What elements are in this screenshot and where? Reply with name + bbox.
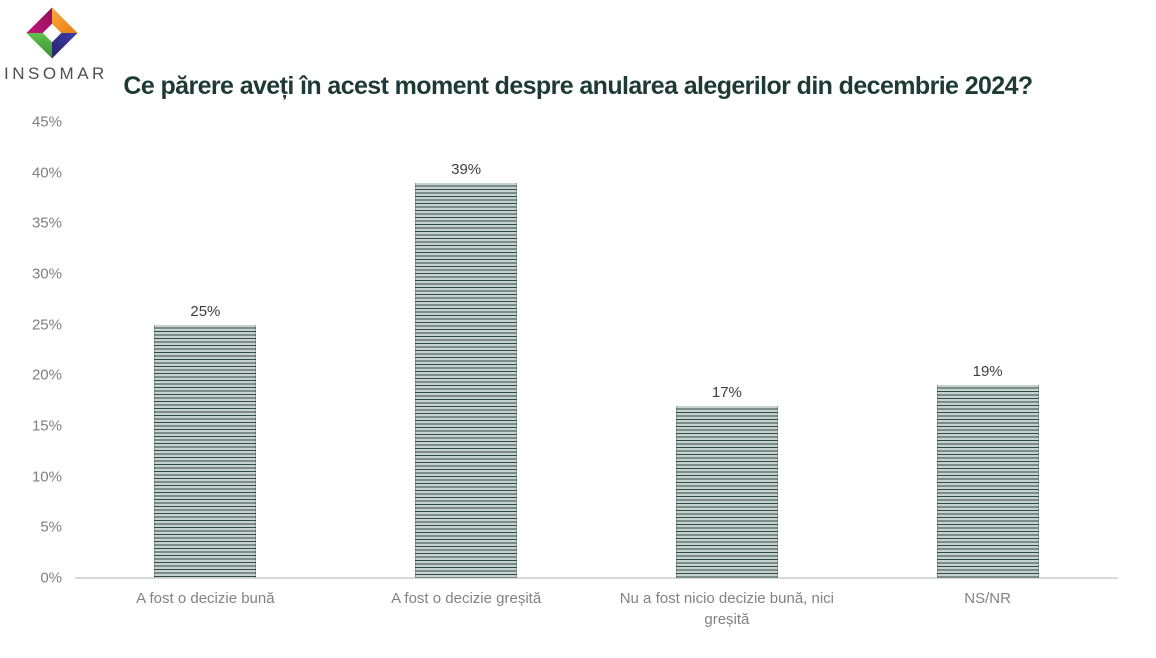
y-tick-label: 25% [31, 316, 62, 334]
bar [154, 324, 257, 578]
y-tick-label: 40% [31, 164, 62, 182]
bar-value-label: 19% [972, 363, 1003, 381]
logo-facet-green [26, 33, 52, 59]
y-tick-label: 0% [40, 569, 62, 587]
y-axis: 0% 5% 10% 15% 20% 25% 30% 35% 40% 45% [0, 114, 62, 587]
bar-slot: 25% [75, 122, 336, 578]
x-axis-category-label: A fost o decizie greșită [391, 590, 542, 607]
insomar-logo-icon [26, 7, 78, 59]
bar-value-label: 25% [190, 302, 221, 320]
y-tick-label: 45% [31, 113, 62, 131]
plot-area: 25% 39% 17% 19% [75, 122, 1118, 579]
y-tick-label: 35% [31, 214, 62, 232]
x-axis-labels: A fost o decizie bună A fost o decizie gr… [75, 588, 1118, 630]
y-tick-label: 20% [31, 366, 62, 384]
y-tick-label: 10% [31, 468, 62, 486]
y-tick-label: 15% [31, 417, 62, 435]
bar-value-label: 17% [711, 383, 742, 401]
insomar-logo: INSOMAR [4, 4, 108, 84]
y-tick-label: 30% [31, 265, 62, 283]
bar-value-label: 39% [451, 160, 482, 178]
x-axis-category-label: Nu a fost nicio decizie bună, nici greși… [619, 590, 835, 628]
insomar-logo-text: INSOMAR [4, 64, 108, 83]
bar [415, 182, 518, 578]
chart-title: Ce părere aveți în acest moment despre a… [123, 72, 1033, 100]
y-tick-label: 5% [40, 518, 62, 536]
logo-facet-orange [52, 7, 78, 34]
bar-slot: 19% [857, 122, 1118, 578]
logo-facet-blue [52, 33, 78, 59]
bar [675, 405, 778, 578]
x-axis-line [75, 577, 1118, 579]
logo-facet-magenta [26, 7, 52, 34]
bar [936, 385, 1039, 578]
x-axis-category-label: NS/NR [964, 590, 1011, 607]
x-axis-category-label: A fost o decizie bună [136, 590, 275, 607]
bar-slot: 39% [336, 122, 597, 578]
bar-slot: 17% [597, 122, 858, 578]
